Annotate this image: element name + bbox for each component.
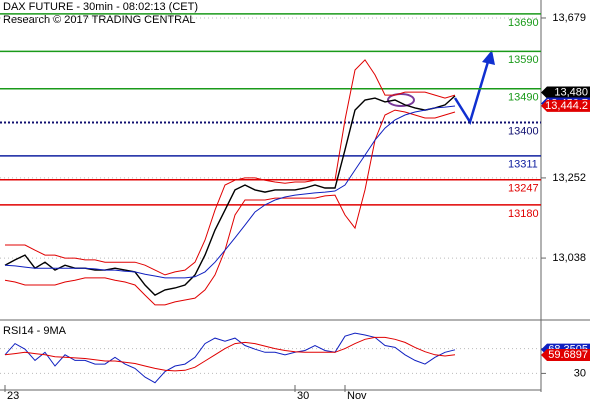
- y-tick-label: 13,252: [552, 172, 586, 184]
- x-tick-label: 23: [7, 390, 19, 400]
- x-tick-label: Nov: [347, 390, 367, 400]
- badge-label: 59.6897: [548, 349, 588, 361]
- level-label: 13311: [508, 159, 538, 171]
- series-line: [5, 59, 456, 276]
- highlight-ellipse: [387, 93, 415, 107]
- level-label: 13490: [508, 92, 539, 104]
- badge-label: 13,480: [554, 86, 588, 98]
- level-label: 13180: [508, 208, 539, 220]
- level-label: 13247: [508, 183, 539, 195]
- chart-subtitle: Research © 2017 TRADING CENTRAL: [3, 14, 196, 26]
- level-label: 13690: [508, 17, 539, 29]
- y-tick-label: 13,679: [552, 12, 586, 24]
- y-tick-label: 30: [574, 367, 586, 379]
- series-line: [4, 332, 456, 384]
- chart-title: DAX FUTURE - 30min - 08:02:13 (CET): [3, 1, 198, 13]
- series-line: [4, 336, 456, 372]
- level-label: 13400: [508, 125, 539, 137]
- price-badge: [541, 99, 590, 112]
- price-badge: [541, 86, 590, 99]
- price-badge: [541, 348, 590, 361]
- arrow-head: [482, 50, 495, 65]
- series-line: [4, 105, 456, 279]
- badge-label: 13,444.2: [545, 100, 588, 112]
- series-line: [4, 109, 456, 306]
- level-label: 13590: [508, 54, 539, 66]
- x-tick-label: 30: [297, 390, 309, 400]
- rsi-title: RSI14 - 9MA: [3, 325, 67, 337]
- y-tick-label: 13,038: [552, 252, 586, 264]
